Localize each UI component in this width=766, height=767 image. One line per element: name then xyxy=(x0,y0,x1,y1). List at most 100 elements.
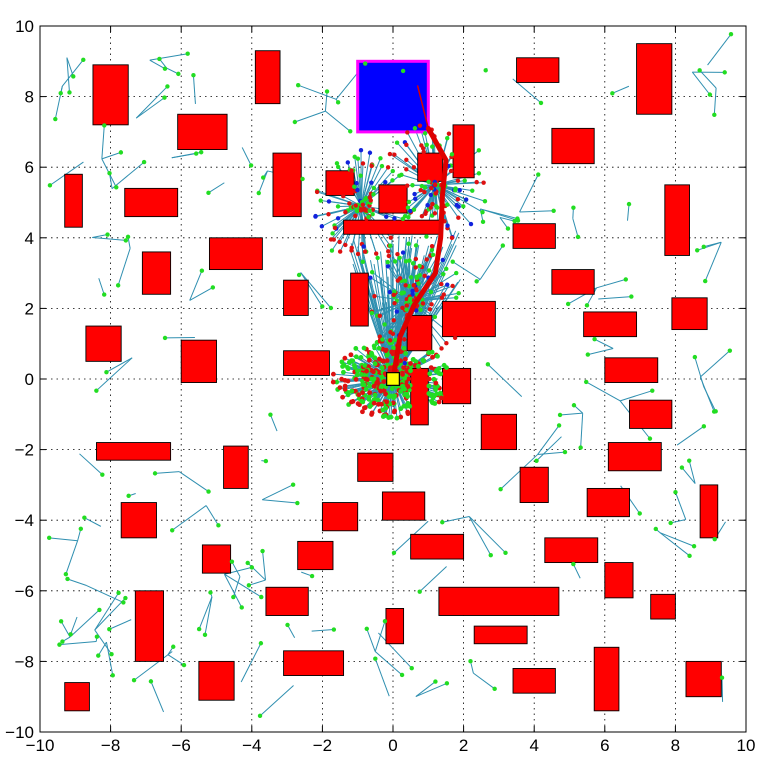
tree-edge xyxy=(86,585,124,603)
goal-link-line xyxy=(416,85,430,130)
tree-node xyxy=(412,126,418,131)
tree-edge xyxy=(294,110,326,123)
obstacle xyxy=(180,339,217,383)
tree-node xyxy=(341,194,346,199)
obstacle xyxy=(551,269,595,295)
tree-node xyxy=(430,395,436,400)
tree-node xyxy=(417,263,422,269)
tree-node xyxy=(384,214,389,219)
tree-node xyxy=(401,345,407,351)
tree-node xyxy=(426,268,432,273)
tree-node xyxy=(406,241,411,246)
y-tick-label: −8 xyxy=(15,652,34,671)
tree-node xyxy=(440,257,446,263)
tree-node xyxy=(268,412,273,417)
tree-node xyxy=(371,400,377,406)
obstacle xyxy=(410,367,429,426)
tree-node xyxy=(403,350,408,356)
tree-node xyxy=(260,548,265,554)
tree-node xyxy=(445,282,450,287)
tree-edge xyxy=(92,237,126,241)
tree-node xyxy=(342,386,348,392)
tree-node xyxy=(409,665,414,671)
tree-node xyxy=(435,353,440,359)
tree-node xyxy=(414,308,419,313)
tree-node xyxy=(330,231,335,236)
tree-node xyxy=(480,219,486,225)
tree-node xyxy=(369,163,374,169)
tree-node xyxy=(343,210,348,215)
tree-node xyxy=(332,225,338,231)
x-tick-label: −4 xyxy=(242,736,261,755)
tree-node xyxy=(476,171,482,176)
tree-node xyxy=(324,89,330,94)
tree-node xyxy=(335,204,341,209)
tree-node xyxy=(162,95,167,100)
tree-edge xyxy=(572,563,581,579)
tree-node xyxy=(397,276,403,281)
tree-edge xyxy=(70,616,78,635)
obstacle xyxy=(519,466,549,503)
tree-node xyxy=(352,365,358,370)
tree-node xyxy=(353,203,359,208)
tree-node xyxy=(387,338,393,343)
tree-node xyxy=(313,214,318,219)
tree-node xyxy=(629,294,634,299)
tree-node xyxy=(407,208,413,214)
tree-node xyxy=(429,247,435,253)
obstacle xyxy=(664,184,690,256)
tree-node xyxy=(400,250,406,255)
tree-node xyxy=(405,409,411,415)
tree-node xyxy=(334,379,340,385)
tree-node xyxy=(362,363,368,368)
tree-node xyxy=(402,214,408,219)
tree-node xyxy=(429,185,434,191)
tree-edge xyxy=(480,208,519,222)
tree-node xyxy=(373,656,378,661)
tree-node xyxy=(162,335,168,341)
tree-node xyxy=(381,379,387,384)
tree-edge xyxy=(98,278,105,295)
tree-node xyxy=(191,73,196,78)
tree-edge xyxy=(94,629,112,655)
obstacle xyxy=(512,223,556,249)
x-tick-label: −2 xyxy=(313,736,332,755)
tree-node xyxy=(123,595,128,601)
tree-node xyxy=(367,150,373,155)
tree-edge xyxy=(419,566,447,593)
obstacle xyxy=(417,152,443,182)
start-marker xyxy=(386,372,400,386)
tree-node xyxy=(398,358,403,364)
tree-node xyxy=(647,436,653,441)
obstacle xyxy=(685,660,722,698)
tree-edge xyxy=(373,263,394,380)
tree-node xyxy=(703,278,708,284)
tree-node xyxy=(388,235,393,240)
tree-node xyxy=(515,218,521,223)
tree-node xyxy=(444,266,449,272)
tree-node xyxy=(387,243,393,248)
tree-node xyxy=(691,544,697,549)
obstacle xyxy=(452,124,475,179)
tree-edge xyxy=(487,363,523,397)
tree-edge xyxy=(324,91,328,112)
obstacle xyxy=(473,625,528,645)
tree-node xyxy=(345,366,351,372)
tree-node xyxy=(81,57,86,63)
tree-node xyxy=(67,90,72,95)
tree-node xyxy=(728,31,734,37)
tree-node xyxy=(346,359,352,365)
tree-node xyxy=(94,634,100,639)
goal-layer xyxy=(356,59,430,134)
tree-node xyxy=(450,259,455,264)
tree-node xyxy=(355,401,361,407)
tree-node xyxy=(402,391,408,397)
tree-edge xyxy=(659,532,690,557)
tree-node xyxy=(347,201,352,206)
tree-node xyxy=(695,248,700,253)
tree-node xyxy=(439,295,445,300)
tree-node xyxy=(342,355,348,361)
tree-node xyxy=(407,403,413,409)
tree-node xyxy=(339,376,345,382)
tree-node xyxy=(406,199,412,205)
